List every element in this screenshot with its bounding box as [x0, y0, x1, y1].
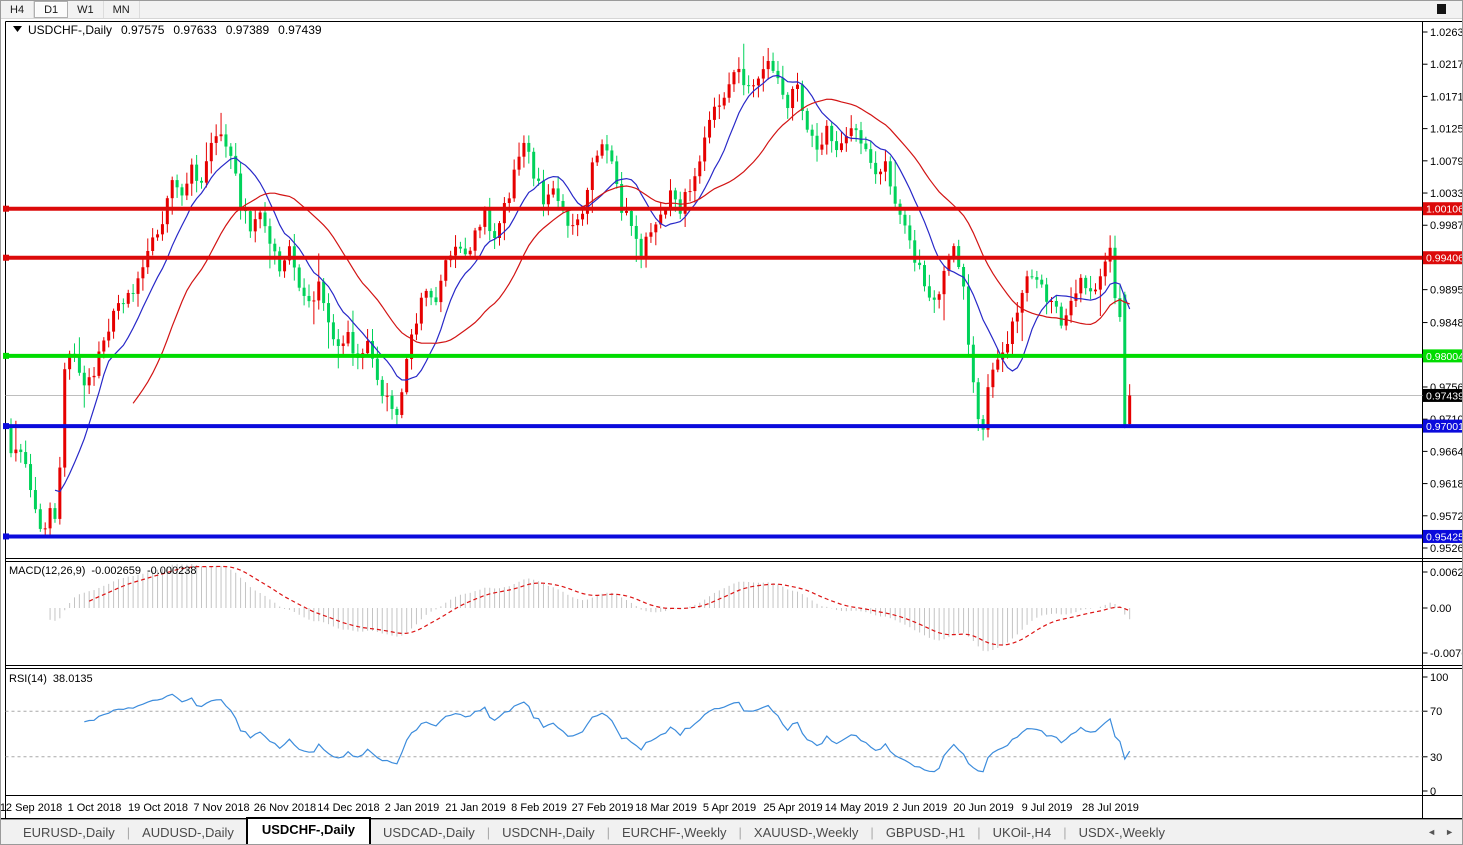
tab-scroll-right-icon[interactable]: ► — [1445, 827, 1454, 837]
svg-text:9 Jul 2019: 9 Jul 2019 — [1022, 802, 1073, 814]
tab-separator: | — [606, 824, 611, 840]
tab-usdcnh-daily[interactable]: USDCNH-,Daily — [502, 824, 595, 840]
tab-gbpusd-h1[interactable]: GBPUSD-,H1 — [885, 824, 966, 840]
timeframe-button-d1[interactable]: D1 — [34, 1, 69, 18]
svg-text:1.02630: 1.02630 — [1430, 27, 1463, 39]
svg-text:1.01710: 1.01710 — [1430, 91, 1463, 103]
svg-text:0.95260: 0.95260 — [1430, 543, 1463, 555]
svg-text:25 Apr 2019: 25 Apr 2019 — [763, 802, 822, 814]
svg-text:0.006286: 0.006286 — [1430, 567, 1463, 579]
svg-text:1.00330: 1.00330 — [1430, 188, 1463, 200]
svg-text:USDCHF-,Daily0.975750.976330.9: USDCHF-,Daily0.975750.976330.973890.9743… — [28, 23, 322, 37]
svg-text:8 Feb 2019: 8 Feb 2019 — [511, 802, 567, 814]
svg-text:0.96180: 0.96180 — [1430, 479, 1463, 491]
timeframe-button-w1[interactable]: W1 — [68, 1, 104, 18]
slow-ma-line — [132, 98, 1130, 404]
toolbar-corner-marker — [1437, 4, 1446, 14]
price-scale[interactable]: 1.02630 1.02170 1.01710 1.01250 1.00790 1.003… — [1422, 27, 1463, 555]
svg-text:27 Feb 2019: 27 Feb 2019 — [572, 802, 634, 814]
rsi-line — [84, 693, 1131, 773]
svg-text:0.95425: 0.95425 — [1426, 531, 1463, 543]
time-scale[interactable]: 12 Sep 2018 1 Oct 2018 19 Oct 2018 7 Nov 20… — [1, 802, 1139, 814]
candlesticks — [9, 43, 1132, 537]
chart-tab-bar: EURUSD-,Daily | AUDUSD-,Daily USDCHF-,Daily… — [1, 816, 1462, 844]
svg-text:0.98480: 0.98480 — [1430, 318, 1463, 330]
svg-text:0.98950: 0.98950 — [1430, 285, 1463, 297]
svg-text:0.00: 0.00 — [1430, 603, 1451, 615]
tab-separator: | — [126, 824, 131, 840]
tab-usdchf-daily[interactable]: USDCHF-,Daily — [245, 816, 372, 844]
svg-text:30: 30 — [1430, 752, 1442, 764]
symbol-dropdown-icon[interactable] — [13, 26, 22, 32]
tab-scroll-left-icon[interactable]: ◄ — [1427, 827, 1437, 837]
macd-signal-line — [88, 565, 1130, 646]
svg-text:26 Nov 2018: 26 Nov 2018 — [254, 802, 316, 814]
svg-text:5 Apr 2019: 5 Apr 2019 — [703, 802, 756, 814]
svg-text:28 Jul 2019: 28 Jul 2019 — [1082, 802, 1139, 814]
svg-text:1.01250: 1.01250 — [1430, 124, 1463, 136]
chart-header: USDCHF-,Daily0.975750.976330.973890.9743… — [13, 23, 322, 37]
tab-usdx-weekly[interactable]: USDX-,Weekly — [1078, 824, 1166, 840]
svg-text:0.98004: 0.98004 — [1426, 351, 1463, 363]
timeframe-toolbar: H4 D1 W1 MN — [1, 1, 1462, 19]
tab-audusd-daily[interactable]: AUDUSD-,Daily — [142, 824, 234, 840]
svg-text:19 Oct 2018: 19 Oct 2018 — [128, 802, 188, 814]
svg-text:70: 70 — [1430, 706, 1442, 718]
tab-eurchf-weekly[interactable]: EURCHF-,Weekly — [622, 824, 727, 840]
tab-separator: | — [1063, 824, 1067, 840]
chart-frame — [1, 21, 1462, 819]
svg-text:20 Jun 2019: 20 Jun 2019 — [953, 802, 1014, 814]
tab-xauusd-weekly[interactable]: XAUUSD-,Weekly — [753, 824, 859, 840]
tab-ukoil-h4[interactable]: UKOil-,H4 — [992, 824, 1052, 840]
svg-text:7 Nov 2018: 7 Nov 2018 — [193, 802, 249, 814]
svg-text:0.95720: 0.95720 — [1430, 511, 1463, 523]
tab-eurusd-daily[interactable]: EURUSD-,Daily — [23, 824, 115, 840]
tab-separator: | — [977, 824, 981, 840]
svg-text:0.97001: 0.97001 — [1426, 421, 1463, 433]
svg-text:1 Oct 2018: 1 Oct 2018 — [68, 802, 122, 814]
svg-text:0.99406: 0.99406 — [1426, 253, 1463, 265]
macd-histogram — [49, 564, 1131, 652]
svg-text:1.02170: 1.02170 — [1430, 59, 1463, 71]
svg-text:1.00106: 1.00106 — [1426, 204, 1463, 216]
timeframe-button-mn[interactable]: MN — [104, 1, 140, 18]
svg-text:1.00790: 1.00790 — [1430, 156, 1463, 168]
svg-text:2 Jun 2019: 2 Jun 2019 — [893, 802, 947, 814]
svg-text:2 Jan 2019: 2 Jan 2019 — [385, 802, 439, 814]
tab-separator: | — [486, 824, 491, 840]
svg-text:100: 100 — [1430, 672, 1448, 684]
chart-plot-area[interactable] — [6, 22, 1423, 558]
svg-text:0.96640: 0.96640 — [1430, 446, 1463, 458]
svg-text:12 Sep 2018: 12 Sep 2018 — [1, 802, 62, 814]
svg-text:0: 0 — [1430, 786, 1436, 798]
tab-separator: | — [738, 824, 742, 840]
timeframe-button-h4[interactable]: H4 — [1, 1, 35, 18]
svg-text:-0.00762: -0.00762 — [1430, 648, 1463, 660]
tab-usdcad-daily[interactable]: USDCAD-,Daily — [383, 824, 475, 840]
svg-text:14 Dec 2018: 14 Dec 2018 — [317, 802, 379, 814]
svg-text:0.97439: 0.97439 — [1426, 390, 1463, 402]
svg-text:18 Mar 2019: 18 Mar 2019 — [635, 802, 697, 814]
fast-ma-line — [54, 74, 1131, 493]
macd-label: MACD(12,26,9) -0.002659 -0.000238 — [9, 565, 197, 577]
tab-separator: | — [870, 824, 874, 840]
svg-text:21 Jan 2019: 21 Jan 2019 — [445, 802, 506, 814]
svg-text:0.99870: 0.99870 — [1430, 220, 1463, 232]
svg-text:14 May 2019: 14 May 2019 — [825, 802, 889, 814]
